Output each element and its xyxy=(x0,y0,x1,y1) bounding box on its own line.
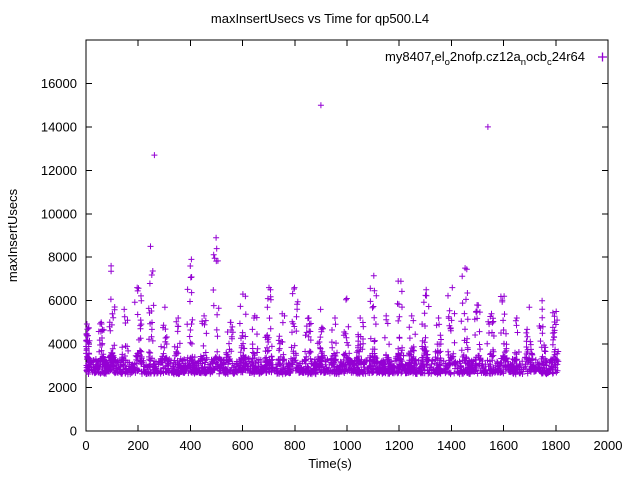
y-tick-label: 8000 xyxy=(48,250,77,265)
y-tick-label: 10000 xyxy=(41,206,77,221)
x-tick-label: 1800 xyxy=(541,438,570,453)
legend-label: my8407relo2nofp.cz12anocbc24r64 xyxy=(385,49,585,68)
x-tick-label: 1000 xyxy=(333,438,362,453)
x-tick-label: 0 xyxy=(82,438,89,453)
x-axis-label: Time(s) xyxy=(308,456,352,471)
x-tick-label: 200 xyxy=(127,438,149,453)
chart-title: maxInsertUsecs vs Time for qp500.L4 xyxy=(211,11,429,26)
y-tick-label: 6000 xyxy=(48,293,77,308)
y-tick-label: 0 xyxy=(70,424,77,439)
y-tick-label: 4000 xyxy=(48,337,77,352)
y-tick-label: 14000 xyxy=(41,119,77,134)
x-tick-label: 1200 xyxy=(385,438,414,453)
y-axis-label: maxInsertUsecs xyxy=(5,188,20,282)
y-tick-label: 12000 xyxy=(41,163,77,178)
x-tick-label: 600 xyxy=(232,438,254,453)
data-points xyxy=(83,102,562,378)
x-tick-label: 800 xyxy=(284,438,306,453)
y-tick-label: 2000 xyxy=(48,380,77,395)
x-tick-label: 1600 xyxy=(489,438,518,453)
legend-marker-plus-icon xyxy=(598,52,607,62)
x-tick-label: 400 xyxy=(180,438,202,453)
x-tick-label: 2000 xyxy=(594,438,623,453)
y-tick-label: 16000 xyxy=(41,76,77,91)
x-tick-label: 1400 xyxy=(437,438,466,453)
